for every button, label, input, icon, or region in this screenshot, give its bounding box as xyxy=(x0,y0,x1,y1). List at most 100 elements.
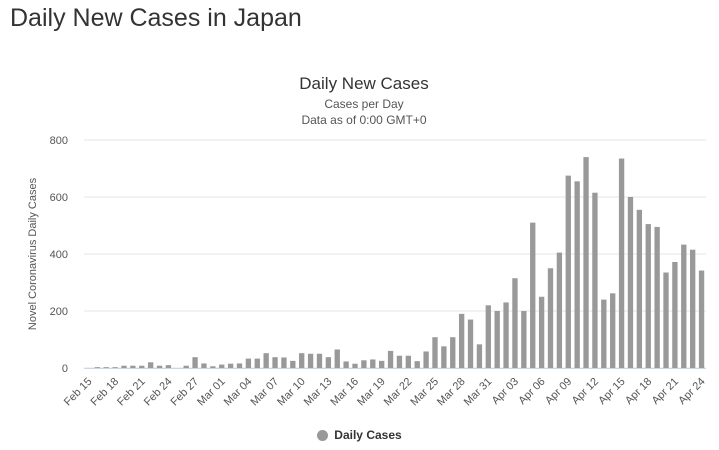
legend[interactable]: Daily Cases xyxy=(0,428,719,444)
x-tick-label: Feb 18 xyxy=(89,376,122,409)
bar-mar-31[interactable] xyxy=(485,305,491,368)
bar-apr-02[interactable] xyxy=(503,302,509,368)
bar-apr-24[interactable] xyxy=(698,270,705,368)
bar-series-daily-cases xyxy=(94,157,705,368)
bar-apr-04[interactable] xyxy=(521,311,527,368)
bar-mar-03[interactable] xyxy=(236,363,243,368)
bar-mar-09[interactable] xyxy=(290,360,296,368)
y-axis-ticks: 0 200 400 600 800 xyxy=(50,135,68,375)
bar-mar-28[interactable] xyxy=(458,313,465,368)
y-tick-label: 0 xyxy=(62,363,68,375)
x-tick-label: Mar 31 xyxy=(462,376,495,409)
x-tick-label: Apr 21 xyxy=(650,376,681,407)
bar-feb-28[interactable] xyxy=(201,363,207,368)
x-tick-label: Mar 04 xyxy=(222,376,255,409)
x-tick-label: Apr 18 xyxy=(623,376,654,407)
chart-subtitle-line-2: Data as of 0:00 GMT+0 xyxy=(301,113,426,127)
bar-mar-16[interactable] xyxy=(352,363,358,368)
legend-item-daily-cases[interactable]: Daily Cases xyxy=(317,428,402,442)
bar-feb-26[interactable] xyxy=(183,365,189,368)
x-tick-label: Feb 27 xyxy=(168,376,201,409)
bar-mar-26[interactable] xyxy=(441,346,447,368)
bar-mar-27[interactable] xyxy=(450,337,456,368)
bar-mar-11[interactable] xyxy=(307,353,314,368)
bar-apr-01[interactable] xyxy=(494,311,500,368)
bar-mar-20[interactable] xyxy=(387,350,394,368)
bar-mar-05[interactable] xyxy=(254,358,260,368)
bar-mar-18[interactable] xyxy=(370,359,376,368)
x-tick-label: Apr 15 xyxy=(596,376,627,407)
bar-mar-12[interactable] xyxy=(316,353,323,368)
bar-apr-03[interactable] xyxy=(512,278,518,368)
bar-apr-10[interactable] xyxy=(574,181,580,368)
bar-apr-23[interactable] xyxy=(690,249,696,368)
bar-mar-02[interactable] xyxy=(227,363,234,368)
bar-mar-24[interactable] xyxy=(423,351,429,368)
bar-feb-27[interactable] xyxy=(192,357,198,368)
x-tick-label: Mar 25 xyxy=(408,376,441,409)
bar-feb-16[interactable] xyxy=(94,367,100,368)
bar-mar-17[interactable] xyxy=(361,360,367,368)
bar-feb-22[interactable] xyxy=(147,362,154,368)
bar-mar-10[interactable] xyxy=(299,353,305,368)
bar-mar-21[interactable] xyxy=(396,355,403,368)
bar-apr-18[interactable] xyxy=(645,224,651,368)
bar-apr-17[interactable] xyxy=(636,209,643,368)
bar-apr-08[interactable] xyxy=(556,252,563,368)
x-tick-label: Apr 12 xyxy=(570,376,601,407)
bar-apr-20[interactable] xyxy=(663,272,669,368)
bar-mar-04[interactable] xyxy=(245,358,252,368)
bar-apr-19[interactable] xyxy=(654,226,660,368)
x-tick-label: Apr 09 xyxy=(543,376,574,407)
x-tick-label: Mar 22 xyxy=(382,376,415,409)
x-tick-label: Mar 10 xyxy=(275,376,308,409)
bar-feb-19[interactable] xyxy=(121,365,127,368)
y-tick-label: 200 xyxy=(50,306,68,318)
bar-mar-19[interactable] xyxy=(379,360,385,368)
bar-mar-06[interactable] xyxy=(263,353,269,368)
x-tick-label: Feb 21 xyxy=(115,376,148,409)
bar-apr-07[interactable] xyxy=(547,268,554,368)
bar-apr-21[interactable] xyxy=(672,261,678,368)
bar-apr-11[interactable] xyxy=(583,157,589,368)
bar-apr-22[interactable] xyxy=(681,244,687,368)
bar-mar-29[interactable] xyxy=(467,319,474,368)
bar-mar-14[interactable] xyxy=(334,349,340,368)
bar-apr-14[interactable] xyxy=(610,293,616,368)
x-tick-label: Mar 13 xyxy=(302,376,335,409)
x-tick-label: Feb 15 xyxy=(62,376,95,409)
bar-feb-23[interactable] xyxy=(156,365,163,368)
legend-marker xyxy=(317,429,329,441)
bar-feb-17[interactable] xyxy=(103,367,109,368)
y-axis-label: Novel Coronavirus Daily Cases xyxy=(27,177,39,330)
bar-apr-05[interactable] xyxy=(530,222,536,368)
bar-feb-20[interactable] xyxy=(130,365,136,368)
bar-apr-16[interactable] xyxy=(627,197,634,368)
bar-apr-13[interactable] xyxy=(601,299,607,368)
bar-mar-22[interactable] xyxy=(405,355,411,368)
x-tick-label: Mar 01 xyxy=(195,376,228,409)
x-tick-label: Mar 16 xyxy=(328,376,361,409)
bar-feb-21[interactable] xyxy=(139,365,145,368)
bar-mar-08[interactable] xyxy=(281,357,287,368)
bar-apr-09[interactable] xyxy=(565,175,571,368)
bar-apr-15[interactable] xyxy=(618,158,625,368)
chart-title: Daily New Cases xyxy=(299,74,428,93)
bar-feb-29[interactable] xyxy=(210,366,216,368)
x-tick-label: Apr 06 xyxy=(516,376,547,407)
bar-feb-24[interactable] xyxy=(165,365,172,368)
bar-mar-01[interactable] xyxy=(219,364,225,368)
bar-apr-12[interactable] xyxy=(592,192,598,368)
bar-mar-15[interactable] xyxy=(343,361,349,368)
bar-feb-18[interactable] xyxy=(112,367,118,368)
bar-mar-30[interactable] xyxy=(476,344,483,368)
bar-mar-25[interactable] xyxy=(432,337,438,368)
bar-mar-23[interactable] xyxy=(414,361,420,368)
bar-apr-06[interactable] xyxy=(538,296,545,368)
bar-mar-07[interactable] xyxy=(272,357,278,368)
chart-subtitle-line-1: Cases per Day xyxy=(324,97,403,111)
y-tick-label: 600 xyxy=(50,192,68,204)
bar-mar-13[interactable] xyxy=(325,357,332,368)
